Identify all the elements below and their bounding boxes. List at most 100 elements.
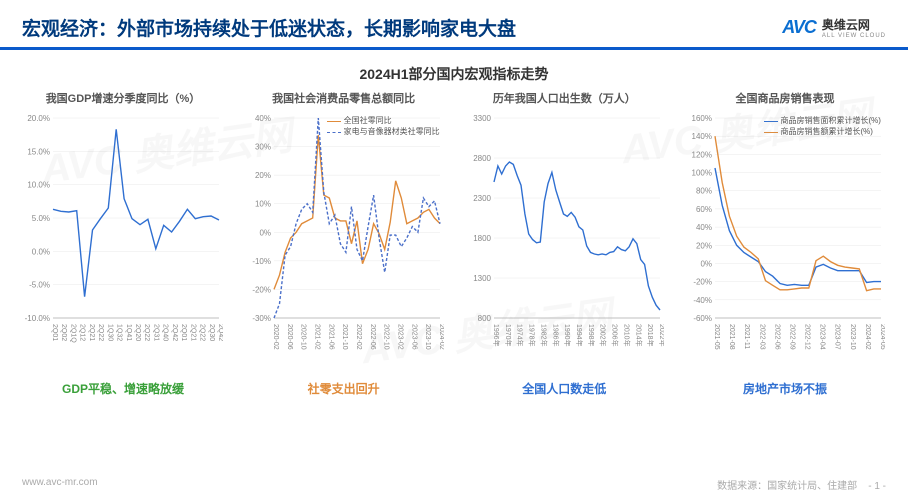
- svg-text:-20%: -20%: [693, 278, 712, 287]
- svg-text:2Q12: 2Q12: [79, 324, 86, 341]
- svg-text:1978年: 1978年: [528, 324, 537, 347]
- svg-text:1Q30: 1Q30: [106, 324, 113, 341]
- svg-text:0%: 0%: [259, 228, 271, 237]
- svg-text:10%: 10%: [255, 200, 271, 209]
- svg-text:2024-02: 2024-02: [438, 324, 444, 350]
- svg-text:2Q1Q: 2Q1Q: [69, 324, 76, 343]
- svg-text:1996年: 1996年: [492, 324, 501, 347]
- svg-text:20%: 20%: [255, 171, 271, 180]
- legend: 商品房销售面积累计增长(%)商品房销售额累计增长(%): [764, 116, 881, 138]
- svg-text:0%: 0%: [700, 259, 712, 268]
- svg-text:2021-08: 2021-08: [728, 324, 735, 350]
- svg-text:2022-06: 2022-06: [368, 324, 375, 350]
- svg-text:2022-10: 2022-10: [382, 324, 389, 350]
- svg-text:2022-12: 2022-12: [804, 324, 811, 350]
- svg-text:40%: 40%: [255, 114, 271, 123]
- svg-text:100%: 100%: [692, 169, 712, 178]
- svg-text:2024-02: 2024-02: [864, 324, 871, 350]
- svg-text:3300: 3300: [474, 114, 492, 123]
- svg-text:-30%: -30%: [252, 314, 271, 323]
- svg-text:800: 800: [478, 314, 492, 323]
- slide: 宏观经济：外部市场持续处于低迷状态，长期影响家电大盘 AVC 奥维云网 ALL …: [0, 0, 908, 500]
- chart-births: 800130018002300280033001996年1970年1974年19…: [464, 112, 664, 372]
- svg-text:2022-06: 2022-06: [773, 324, 780, 350]
- svg-text:2Q40: 2Q40: [162, 324, 169, 341]
- svg-text:2020-06: 2020-06: [285, 324, 292, 350]
- svg-text:20.0%: 20.0%: [27, 114, 50, 123]
- svg-text:1300: 1300: [474, 274, 492, 283]
- svg-text:2023-02: 2023-02: [396, 324, 403, 350]
- svg-text:30%: 30%: [255, 143, 271, 152]
- footer: www.avc-mr.com 数据来源：国家统计局、住建部 - 1 -: [22, 477, 886, 492]
- svg-text:15.0%: 15.0%: [27, 147, 50, 156]
- svg-text:1Q32: 1Q32: [116, 324, 123, 341]
- svg-text:1994年: 1994年: [575, 324, 584, 347]
- svg-text:-10%: -10%: [252, 257, 271, 266]
- svg-text:2Q02: 2Q02: [60, 324, 67, 341]
- svg-text:-10.0%: -10.0%: [25, 314, 50, 323]
- svg-text:2Q30: 2Q30: [208, 324, 215, 341]
- panel-caption: 全国人口数走低: [522, 380, 606, 397]
- svg-text:5.0%: 5.0%: [32, 214, 50, 223]
- svg-text:2Q21: 2Q21: [88, 324, 95, 341]
- page-title: 宏观经济：外部市场持续处于低迷状态，长期影响家电大盘: [22, 14, 516, 41]
- svg-text:2023-10: 2023-10: [424, 324, 431, 350]
- svg-text:2Q42: 2Q42: [217, 324, 223, 341]
- svg-text:2800: 2800: [474, 154, 492, 163]
- svg-text:2Q01: 2Q01: [180, 324, 187, 341]
- svg-text:1970年: 1970年: [504, 324, 513, 347]
- svg-text:1Q41: 1Q41: [125, 324, 132, 341]
- chart-panel-gdp: 我国GDP增速分季度同比（%）-10.0%-5.0%0.0%5.0%10.0%1…: [18, 90, 228, 397]
- svg-text:2022-02: 2022-02: [355, 324, 362, 350]
- chart-panel-retail: 我国社会消费品零售总额同比 -30% -20% -10% 0% 10% 20% 30% 40% 2…: [239, 90, 449, 397]
- logo-mark: AVC: [782, 17, 816, 38]
- svg-text:-20%: -20%: [252, 285, 271, 294]
- svg-text:2Q21: 2Q21: [189, 324, 196, 341]
- svg-text:2022年: 2022年: [658, 324, 664, 347]
- svg-text:2300: 2300: [474, 194, 492, 203]
- svg-text:2018年: 2018年: [646, 324, 655, 347]
- svg-text:2010年: 2010年: [623, 324, 632, 347]
- svg-text:20%: 20%: [696, 241, 712, 250]
- footer-page: - 1 -: [868, 481, 886, 492]
- svg-text:2Q31: 2Q31: [152, 324, 159, 341]
- panel-title: 历年我国人口出生数（万人）: [493, 90, 636, 106]
- svg-text:1800: 1800: [474, 234, 492, 243]
- chart-panel-births: 历年我国人口出生数（万人） 800 1300 1800 2300 2800 3300 1996…: [459, 90, 669, 397]
- svg-text:2023-07: 2023-07: [834, 324, 841, 350]
- svg-text:160%: 160%: [692, 114, 712, 123]
- svg-text:1974年: 1974年: [516, 324, 525, 347]
- svg-text:1982年: 1982年: [540, 324, 549, 347]
- svg-text:2021-11: 2021-11: [743, 324, 750, 349]
- panel-title: 我国社会消费品零售总额同比: [272, 90, 415, 106]
- panel-caption: GDP平稳、增速略放缓: [62, 380, 184, 397]
- svg-text:2Q22: 2Q22: [97, 324, 104, 341]
- svg-text:2006年: 2006年: [611, 324, 620, 347]
- footer-url: www.avc-mr.com: [22, 477, 98, 492]
- svg-text:140%: 140%: [692, 132, 712, 141]
- logo-cn: 奥维云网: [822, 16, 886, 33]
- svg-text:2Q42: 2Q42: [171, 324, 178, 341]
- svg-text:2022-03: 2022-03: [758, 324, 765, 350]
- chart-retail: -30%-20%-10%0%10%20%30%40%2020-022020-06…: [244, 112, 444, 372]
- svg-text:60%: 60%: [696, 205, 712, 214]
- svg-text:2023-04: 2023-04: [819, 324, 826, 350]
- svg-text:2Q22: 2Q22: [199, 324, 206, 341]
- svg-text:2021-10: 2021-10: [341, 324, 348, 350]
- svg-text:2021-02: 2021-02: [313, 324, 320, 350]
- footer-source: 数据来源：国家统计局、住建部: [717, 481, 857, 492]
- svg-text:1998年: 1998年: [587, 324, 596, 347]
- legend: 全国社零同比家电与音像器材类社零同比: [327, 116, 440, 138]
- svg-text:-5.0%: -5.0%: [29, 281, 50, 290]
- panel-title: 全国商品房销售表现: [735, 90, 834, 106]
- panel-title: 我国GDP增速分季度同比（%）: [46, 90, 201, 106]
- svg-text:0.0%: 0.0%: [32, 247, 50, 256]
- chart-housing: -60%-40%-20%0%20%40%60%80%100%120%140%16…: [685, 112, 885, 372]
- svg-text:2023-06: 2023-06: [410, 324, 417, 350]
- svg-text:2024-05: 2024-05: [879, 324, 885, 350]
- svg-text:2020-10: 2020-10: [299, 324, 306, 350]
- header-rule: [0, 47, 908, 50]
- panel-caption: 社零支出回升: [308, 380, 380, 397]
- svg-text:120%: 120%: [692, 150, 712, 159]
- section-title: 2024H1部分国内宏观指标走势: [0, 64, 908, 84]
